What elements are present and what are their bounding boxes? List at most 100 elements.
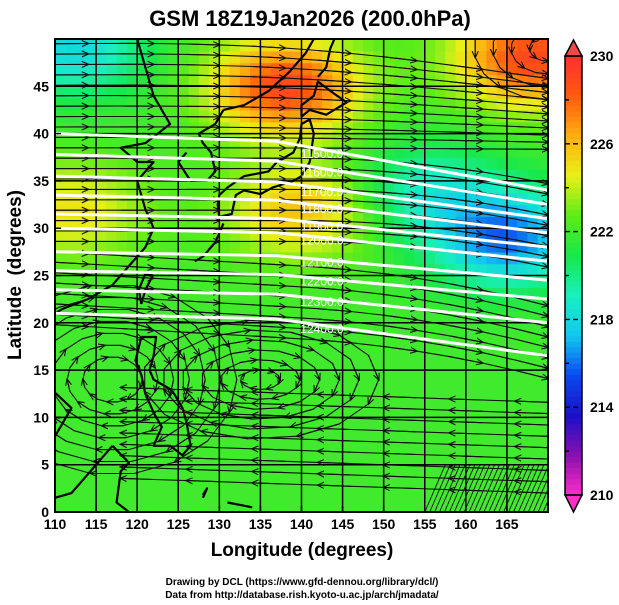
field-cell [106,216,118,229]
field-cell [65,500,77,512]
colorbar-segment [565,346,582,353]
field-cell [342,464,354,478]
field-cell [332,228,344,241]
x-axis-label: Longitude (degrees) [211,540,394,561]
stream-arrow [78,402,91,411]
colorbar-tick-label: 210 [590,487,614,503]
field-cell [322,310,333,324]
field-cell [311,441,323,454]
field-cell [517,370,529,383]
field-cell [537,358,548,371]
streamline [429,464,451,512]
field-cell [393,464,405,478]
colorbar-segment [565,209,582,216]
contour-line [55,311,548,358]
field-cell [517,157,529,170]
field-cell [55,204,66,217]
field-cell [260,346,272,359]
field-cell [301,393,313,407]
field-cell [517,74,529,87]
field-cell [506,322,518,336]
field-cell [383,240,395,253]
field-cell [188,334,200,348]
field-cell [157,370,169,383]
field-cell [126,240,138,253]
field-cell [332,405,344,418]
field-cell [342,452,354,466]
field-cell [424,157,436,170]
field-cell [188,464,200,478]
field-cell [342,310,354,324]
field-cell [55,334,66,348]
x-tick-label: 130 [208,516,232,532]
field-cell [537,393,548,407]
field-cell [188,452,200,466]
field-cell [322,98,333,111]
field-cell [393,429,405,442]
stream-arrow [187,481,220,482]
field-cell [383,251,395,265]
field-cell [270,109,282,123]
field-cell [250,441,262,454]
field-cell [445,310,457,324]
stream-arrow [186,280,220,282]
field-cell [260,358,272,371]
field-cell [352,346,364,359]
field-cell [322,180,333,194]
field-cell [332,98,344,111]
field-cell [147,452,159,466]
field-cell [96,417,107,430]
field-cell [219,157,231,170]
contour-line [55,212,548,249]
field-cell [393,74,405,87]
stream-arrow [155,379,158,392]
stream-arrow [317,158,351,159]
field-cell [198,216,210,229]
field-cell [311,275,323,288]
field-cell [126,452,138,466]
field-cell [188,488,200,501]
field-cell [65,346,77,359]
field-cell [229,370,241,383]
field-cell [424,452,436,466]
field-cell [393,370,405,383]
field-cell [198,62,210,76]
field-cell [404,381,416,395]
field-cell [424,322,436,336]
streamline [478,464,500,512]
field-cell [383,145,395,158]
field-cell [332,476,344,489]
field-cell [486,346,498,359]
field-cell [116,192,128,206]
stream-arrow [383,139,417,140]
coastline [216,118,315,218]
field-cell [55,157,66,170]
field-cell [250,275,262,288]
field-cell [527,452,539,466]
field-cell [291,464,303,478]
field-cell [147,346,159,359]
field-cell [65,204,77,217]
field-cell [106,429,118,442]
field-cell [270,263,282,277]
field-cell [332,62,344,76]
field-cell [414,180,426,194]
stream-arrow [55,433,67,442]
field-cell [455,358,467,371]
field-cell [270,441,282,454]
field-cell [414,121,426,135]
field-cell [486,216,498,229]
field-cell [280,429,292,442]
field-cell [126,228,138,241]
field-cell [291,50,303,64]
field-cell [157,133,169,147]
field-cell [137,500,149,512]
stream-arrow [186,301,220,303]
field-cell [383,121,395,135]
field-cell [332,263,344,277]
field-cell [219,322,231,336]
field-cell [65,74,77,87]
field-cell [250,464,262,478]
field-cell [219,488,231,501]
credit-data: Data from http://database.rish.kyoto-u.a… [165,590,439,601]
